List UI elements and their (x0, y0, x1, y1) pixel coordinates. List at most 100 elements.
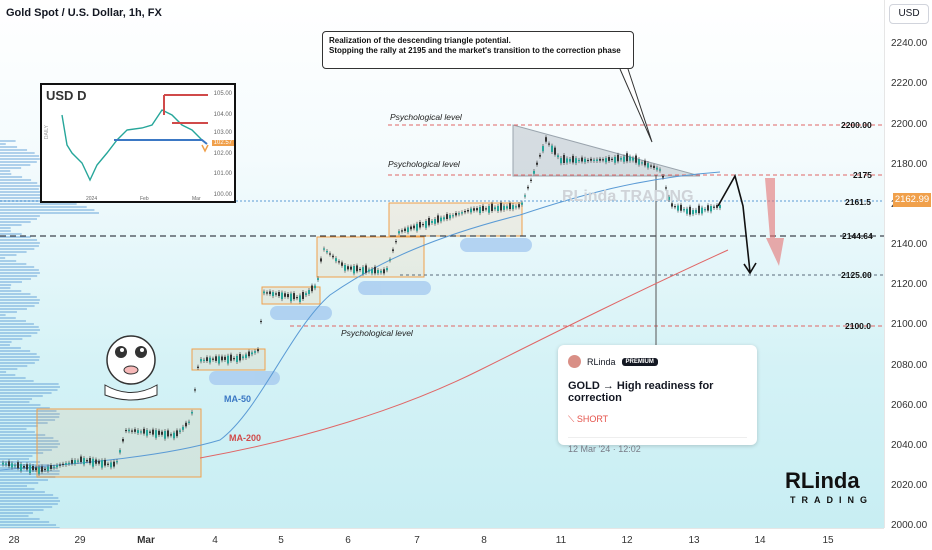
volume-profile-bar (0, 524, 57, 526)
volume-profile-bar (0, 215, 40, 217)
idea-date: 12 Mar '24 · 12:02 (568, 437, 747, 454)
candle-body (599, 158, 601, 161)
candle-body (623, 156, 625, 162)
candle-body (197, 366, 199, 369)
price-chart-canvas[interactable] (0, 0, 884, 528)
annotation-callout[interactable]: Realization of the descending triangle p… (322, 31, 634, 69)
volume-profile-bar (0, 260, 17, 262)
candle-body (173, 432, 175, 439)
level-label-2144: 2144.64 (842, 231, 873, 241)
candle-body (410, 226, 412, 230)
volume-profile-bar (0, 266, 35, 268)
candle-body (674, 206, 676, 208)
candle-body (167, 430, 169, 437)
symbol-title[interactable]: Gold Spot / U.S. Dollar, 1h, FX (6, 7, 162, 19)
candle-body (44, 468, 46, 471)
candle-body (434, 219, 436, 224)
candle-body (686, 208, 688, 214)
volume-profile-bar (0, 434, 46, 436)
volume-profile-bar (0, 149, 28, 151)
price-tick-9: 2060.00 (891, 400, 928, 411)
candle-body (338, 261, 340, 263)
idea-card[interactable]: RLinda PREMIUM GOLD → High readiness for… (558, 345, 757, 454)
price-tick-5: 2140.00 (891, 239, 928, 250)
level-label-2125: 2125.00 (841, 270, 872, 280)
candle-body (164, 431, 166, 439)
support-zone-2 (270, 306, 332, 320)
candle-body (38, 467, 40, 474)
volume-profile-bar (0, 209, 95, 211)
candle-body (683, 209, 685, 211)
inset-dxy-chart[interactable]: USD D DAILY 105.00 104.00 103.00 102.00 … (40, 83, 236, 203)
volume-profile-bar (0, 203, 77, 205)
inset-x-label-0: 2024 (86, 196, 98, 202)
volume-profile-bar (0, 437, 54, 439)
short-arrow-icon: ⟍ (568, 414, 575, 424)
time-axis[interactable]: 28 29 Mar 4 5 6 7 8 11 12 13 14 15 (0, 528, 884, 550)
watermark: RLinda TRADING (562, 188, 694, 205)
volume-profile-bar (0, 452, 44, 454)
volume-profile-bar (0, 527, 60, 528)
candle-body (494, 207, 496, 210)
volume-profile-bar (0, 317, 16, 319)
candle-body (455, 212, 457, 216)
candle-body (425, 221, 427, 228)
candle-body (584, 158, 586, 163)
candle-body (590, 158, 592, 161)
currency-button[interactable]: USD (889, 4, 929, 24)
volume-profile-bar (0, 473, 60, 475)
author-name[interactable]: RLinda (587, 356, 616, 367)
candle-body (527, 186, 529, 189)
idea-title[interactable]: GOLD → High readiness for correction (568, 380, 714, 404)
candle-body (80, 456, 82, 463)
candle-body (497, 205, 499, 211)
candle-body (704, 209, 706, 211)
author-avatar (568, 355, 581, 368)
candle-body (218, 356, 220, 364)
volume-profile-bar (0, 161, 37, 163)
volume-profile-bar (0, 251, 27, 253)
consolidation-box-1 (36, 408, 202, 478)
psych-label-2200: Psychological level (390, 112, 462, 122)
candle-body (662, 175, 664, 178)
time-tick-9: 12 (621, 535, 633, 546)
candle-body (581, 157, 583, 162)
price-tick-11: 2020.00 (891, 480, 928, 491)
candle-body (329, 253, 331, 255)
candle-body (407, 227, 409, 233)
premium-badge: PREMIUM (621, 357, 658, 366)
volume-profile-bar (0, 281, 22, 283)
volume-profile-bar (0, 248, 35, 250)
chart-area[interactable]: Gold Spot / U.S. Dollar, 1h, FX 2200.00 … (0, 0, 884, 528)
volume-profile-bar (0, 245, 39, 247)
volume-profile-bar (0, 371, 7, 373)
candle-body (596, 159, 598, 161)
volume-profile-bar (0, 410, 57, 412)
volume-profile-bar (0, 398, 33, 400)
candle-body (602, 159, 604, 161)
inset-tick-5: 100.00 (213, 192, 232, 198)
candle-body (146, 429, 148, 436)
candle-body (671, 203, 673, 207)
candle-body (503, 205, 505, 210)
candle-body (125, 429, 127, 432)
candle-body (62, 463, 64, 465)
annotation-line-2: Stopping the rally at 2195 and the marke… (329, 46, 621, 55)
inset-tick-3: 102.00 (213, 151, 232, 157)
price-axis[interactable]: USD 2240.00 2220.00 2200.00 2180.00 2160… (884, 0, 932, 531)
candle-body (362, 267, 364, 274)
candle-body (8, 461, 10, 467)
volume-profile-bar (0, 359, 40, 361)
candle-body (320, 258, 322, 262)
volume-profile-bar (0, 449, 52, 451)
candle-body (707, 205, 709, 211)
psych-label-2175: Psychological level (388, 159, 460, 169)
idea-direction: ⟍ SHORT (568, 414, 747, 425)
volume-profile-bar (0, 263, 27, 265)
time-tick-12: 15 (822, 535, 834, 546)
candle-body (116, 461, 118, 463)
candle-body (422, 224, 424, 226)
candle-body (266, 292, 268, 294)
inset-tick-4: 101.00 (213, 171, 232, 177)
volume-profile-bar (0, 185, 40, 187)
